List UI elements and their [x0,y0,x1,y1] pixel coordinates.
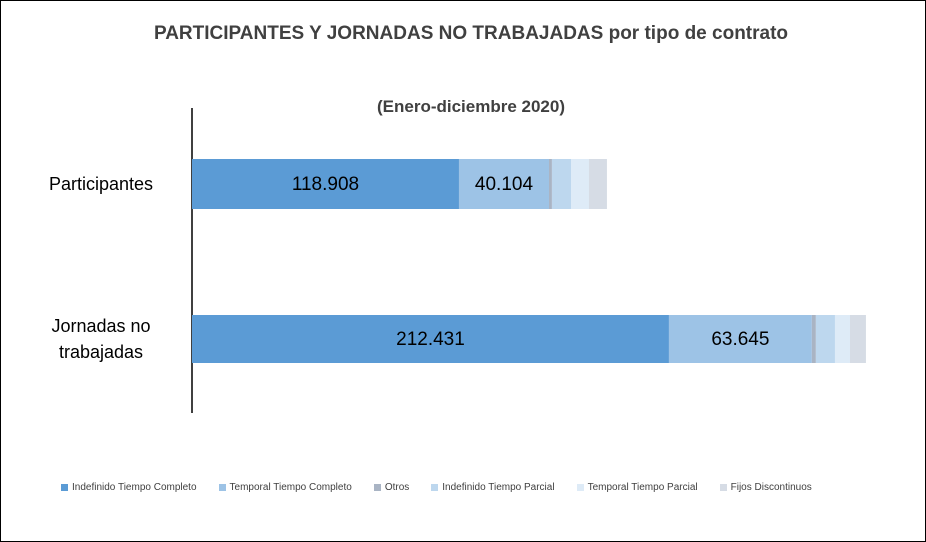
legend-label: Indefinido Tiempo Parcial [442,482,555,493]
legend-swatch [218,484,226,491]
bar-segment [815,315,835,363]
data-label: 212.431 [396,329,465,350]
legend-label: Temporal Tiempo Completo [229,482,352,493]
legend-swatch [576,484,584,491]
legend-label: Fijos Discontinuos [730,482,812,493]
legend-swatch [373,484,381,491]
legend-label: Otros [384,482,410,493]
bar-segment [588,159,607,209]
legend-item: Fijos Discontinuos [719,482,812,493]
legend-label: Temporal Tiempo Parcial [587,482,698,493]
bar-segment [850,315,866,363]
bar-segment [192,315,669,363]
bar-segment [571,159,589,209]
category-label: Participantes [48,174,154,194]
bar-segment [551,159,572,209]
category-label: Jornadas no trabajadas [51,316,151,362]
bar-segment [458,159,550,209]
bar-segment [668,315,812,363]
data-label: 63.645 [711,329,769,350]
legend-swatch [431,484,439,491]
legend-item: Temporal Tiempo Completo [218,482,352,493]
legend-swatch [719,484,727,491]
bar-segment [549,159,552,209]
legend-item: Temporal Tiempo Parcial [576,482,698,493]
legend-item: Indefinido Tiempo Completo [61,482,197,493]
chart-title: PARTICIPANTES Y JORNADAS NO TRABAJADAS p… [153,23,789,44]
legend-swatch [61,484,68,491]
bar-segment [834,315,851,363]
bar-segment [192,159,459,209]
legend-item: Indefinido Tiempo Parcial [431,482,555,493]
data-label: 118.908 [292,174,359,195]
bar-segment [811,315,816,363]
legend-item: Otros [373,482,410,493]
legend-label: Indefinido Tiempo Completo [72,482,197,493]
legend: Indefinido Tiempo Completo Temporal Tiemp… [61,482,921,493]
chart-subtitle: (Enero-diciembre 2020) [376,97,565,116]
data-label: 40.104 [475,174,534,195]
